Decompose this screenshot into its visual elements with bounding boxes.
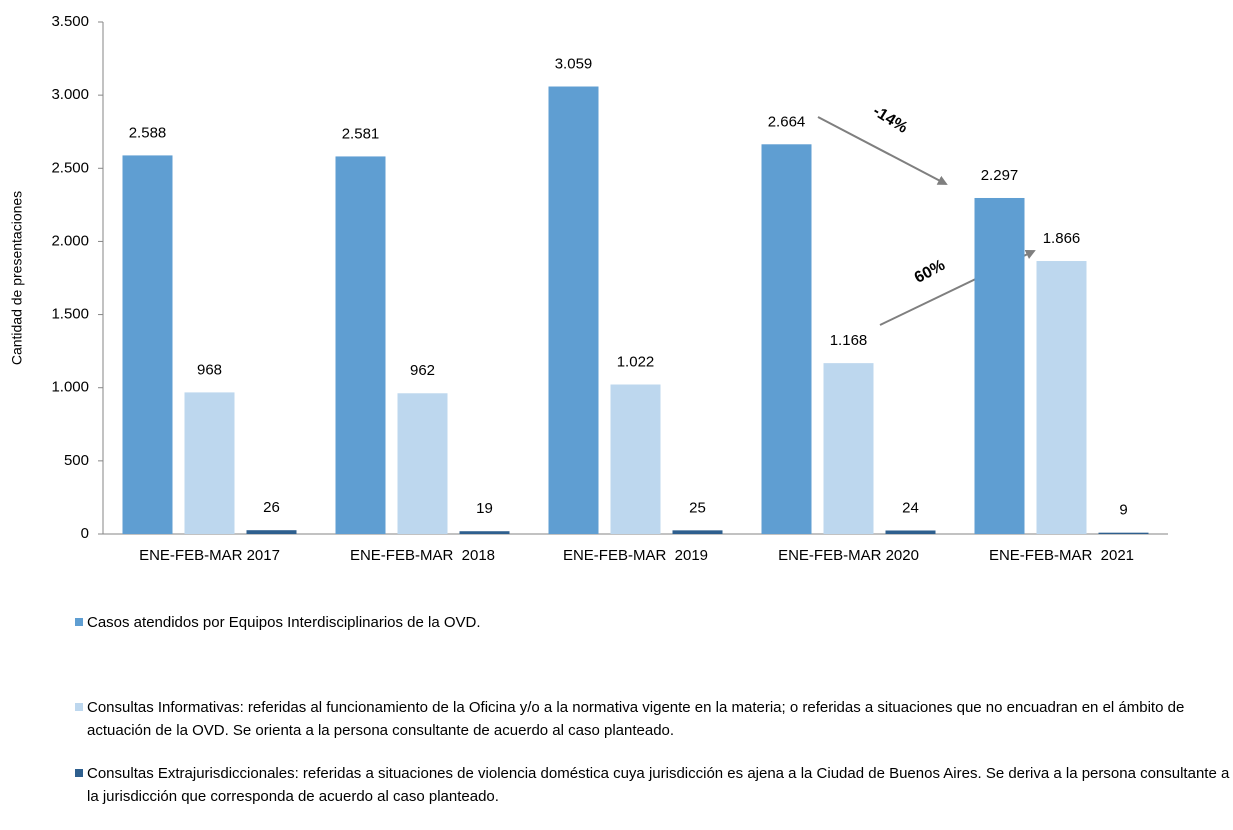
chart: Cantidad de presentaciones -14% 60% 0 500…: [9, 13, 1168, 564]
value-label: 2.297: [981, 167, 1019, 184]
legend-label: Consultas Informativas: referidas al fun…: [87, 699, 1185, 739]
annotation: 60%: [912, 257, 948, 287]
y-tick-label: 0: [81, 525, 89, 542]
legend-item: Casos atendidos por Equipos Interdiscipl…: [75, 611, 1233, 634]
y-tick-label: 2.000: [51, 232, 89, 249]
value-label: 2.588: [129, 124, 167, 141]
legend-item: Consultas Informativas: referidas al fun…: [75, 696, 1233, 742]
value-label: 3.059: [555, 55, 593, 72]
bar: [974, 197, 1025, 534]
bar: [761, 144, 812, 534]
legend-label: Consultas Extrajurisdiccionales: referid…: [87, 765, 1230, 805]
bar: [335, 156, 386, 534]
y-tick-label: 1.500: [51, 306, 89, 323]
bar: [184, 392, 235, 534]
bar: [1036, 261, 1087, 534]
legend-item: Consultas Extrajurisdiccionales: referid…: [75, 762, 1233, 808]
value-label: 25: [689, 499, 706, 516]
bar: [122, 155, 173, 534]
value-label: 962: [410, 362, 435, 379]
value-label: 19: [476, 500, 493, 517]
value-label: 2.581: [342, 125, 380, 142]
y-axis-label: Cantidad de presentaciones: [9, 191, 25, 365]
y-tick-label: 1.000: [51, 379, 89, 396]
legend-swatch: [75, 618, 83, 626]
bar: [246, 530, 297, 534]
legend-swatch: [75, 703, 83, 711]
bar: [548, 86, 599, 535]
value-label: 9: [1119, 502, 1127, 519]
legend-swatch: [75, 769, 83, 777]
arrow: [817, 116, 948, 185]
x-tick-label: ENE-FEB-MAR 2020: [778, 547, 919, 564]
x-tick-label: ENE-FEB-MAR 2018: [350, 547, 495, 564]
value-label: 1.168: [830, 332, 868, 349]
value-label: 968: [197, 361, 222, 378]
annotation: -14%: [870, 103, 911, 137]
y-tick-label: 3.000: [51, 86, 89, 103]
x-tick-label: ENE-FEB-MAR 2021: [989, 547, 1134, 564]
bar: [1098, 532, 1149, 534]
x-tick-label: ENE-FEB-MAR 2017: [139, 547, 280, 564]
legend-label: Casos atendidos por Equipos Interdiscipl…: [87, 614, 481, 631]
bar: [610, 384, 661, 534]
bar: [672, 530, 723, 534]
bar: [459, 531, 510, 534]
value-label: 24: [902, 499, 919, 516]
x-tick-label: ENE-FEB-MAR 2019: [563, 547, 708, 564]
bar: [397, 393, 448, 534]
y-tick-label: 500: [64, 452, 89, 469]
value-label: 26: [263, 499, 280, 516]
value-label: 2.664: [768, 113, 806, 130]
value-label: 1.022: [617, 353, 655, 370]
y-tick-label: 2.500: [51, 159, 89, 176]
y-tick-label: 3.500: [51, 13, 89, 30]
bar: [885, 530, 936, 534]
value-label: 1.866: [1043, 230, 1081, 247]
bar: [823, 363, 874, 534]
